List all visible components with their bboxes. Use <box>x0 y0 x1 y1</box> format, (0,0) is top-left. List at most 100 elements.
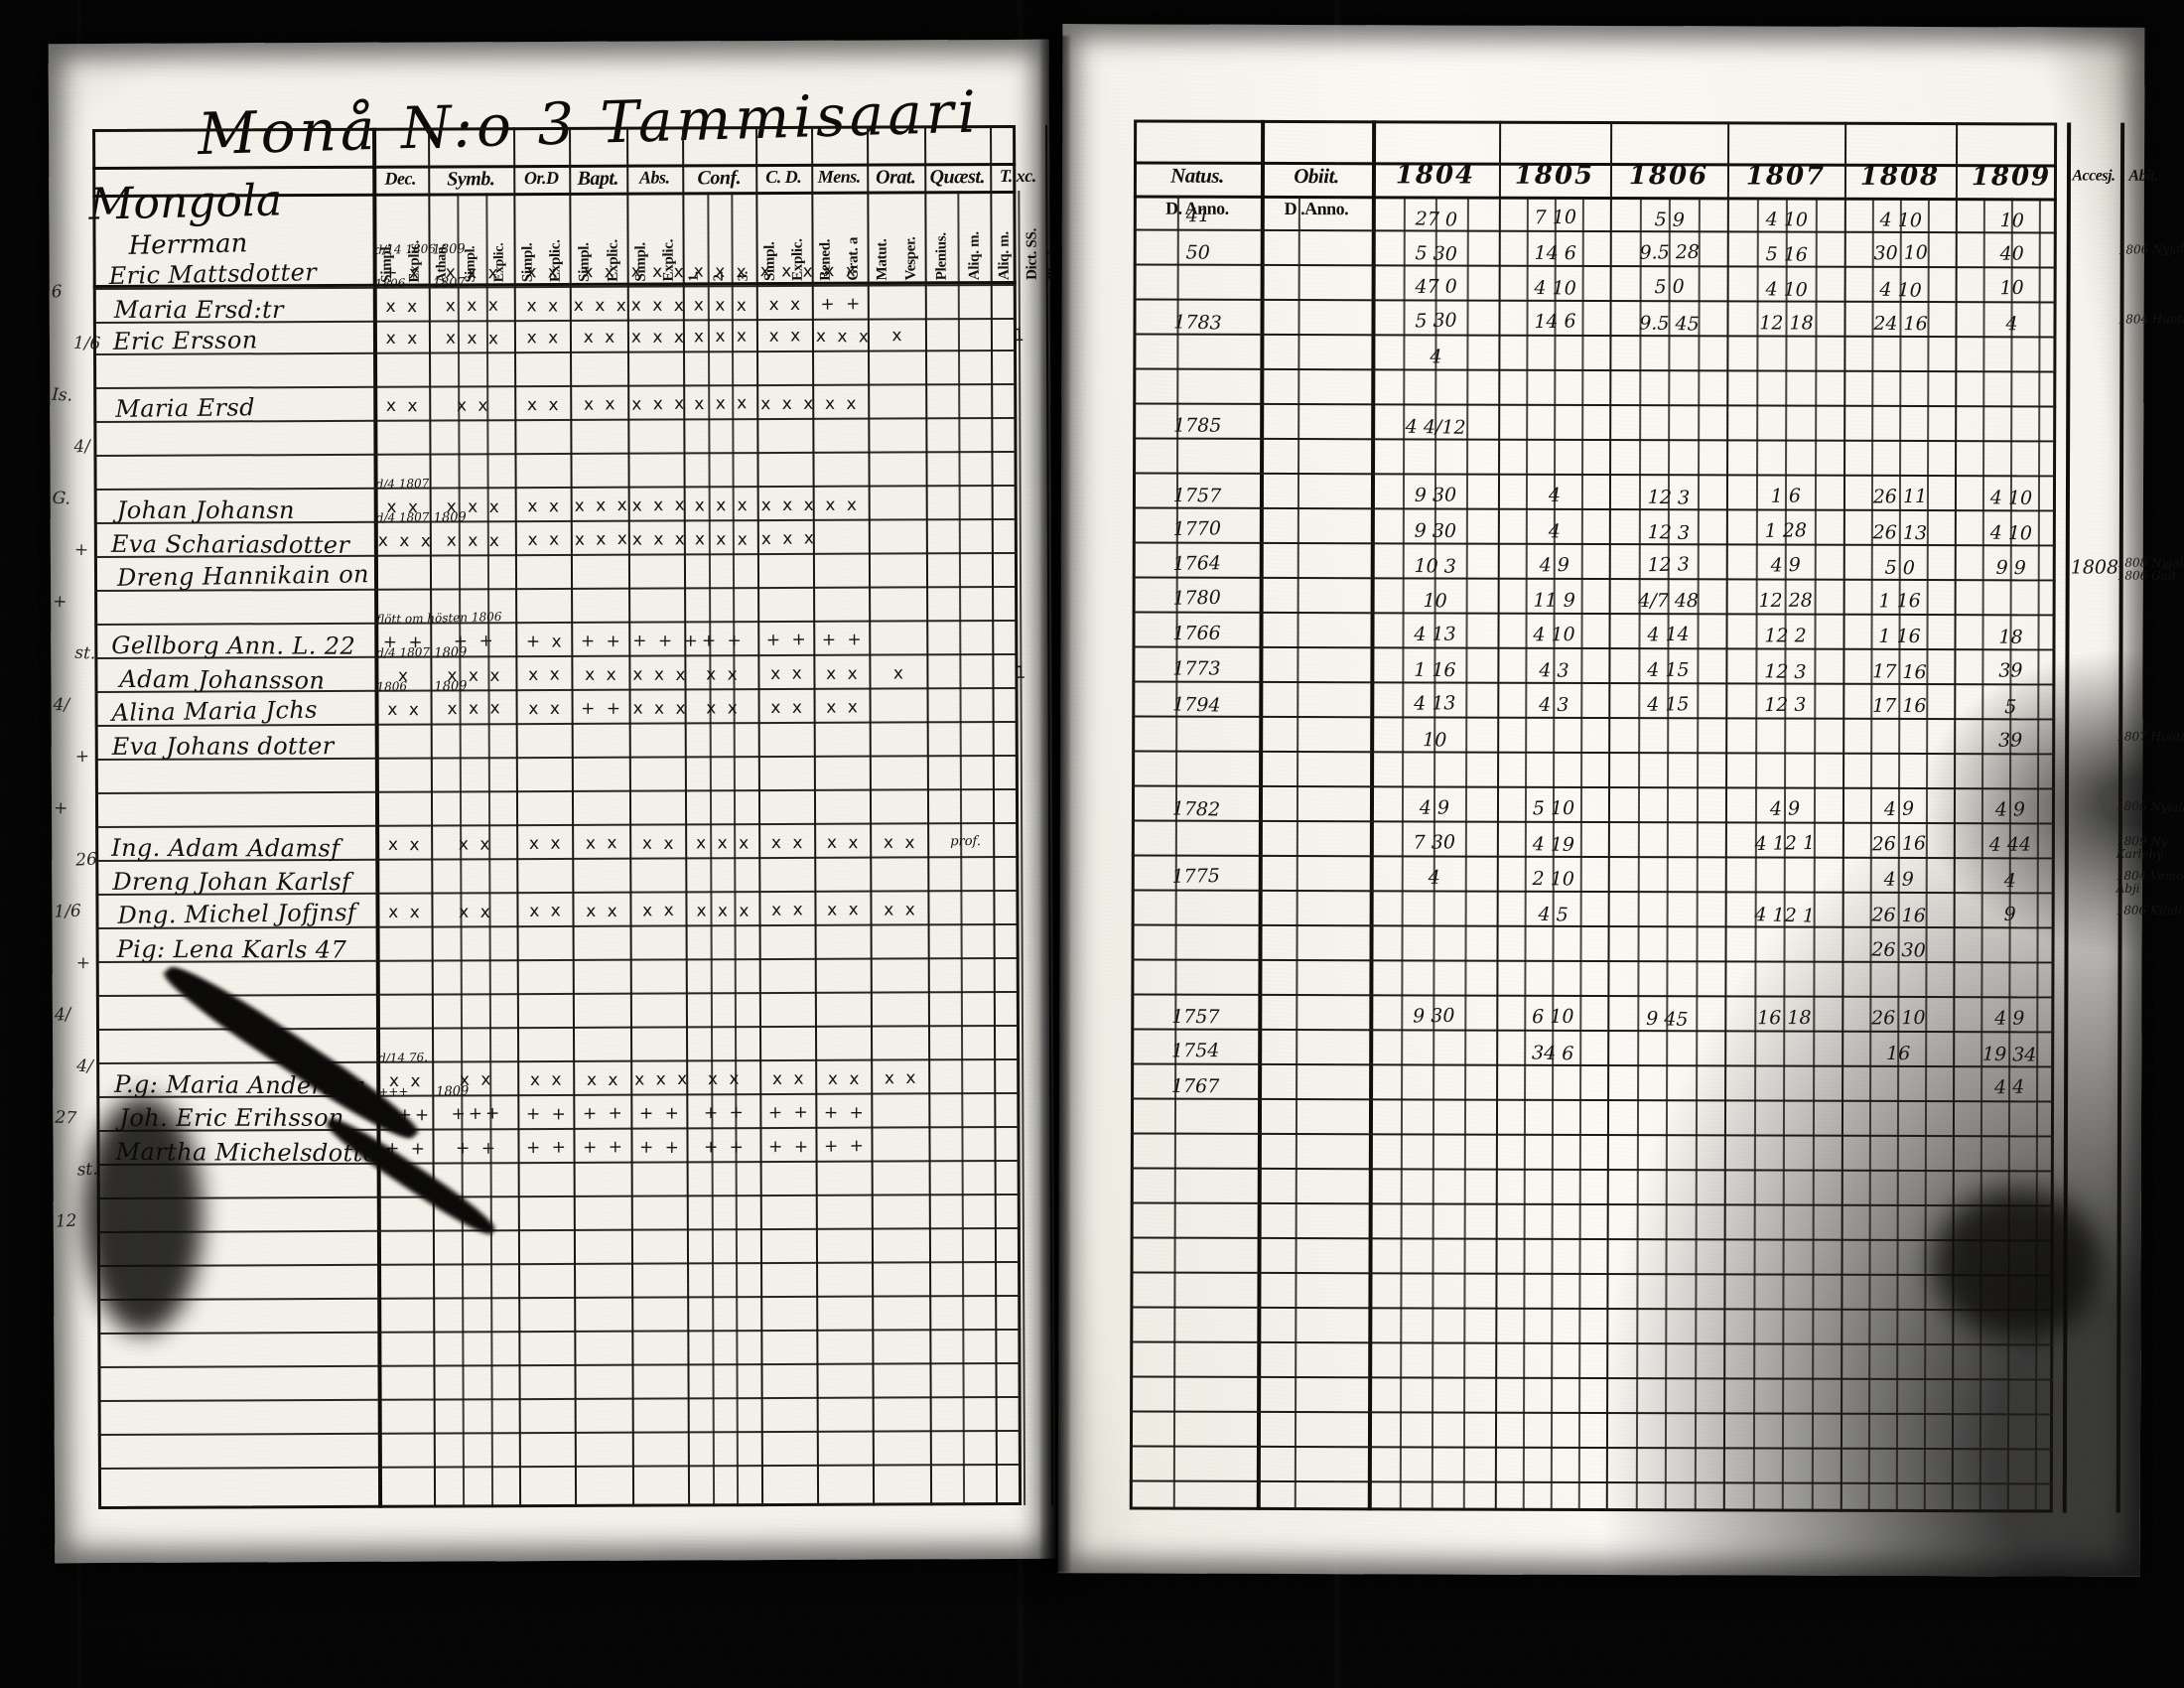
register-row-name: Adam Johansson <box>119 664 326 695</box>
register-cell-y1809: 4 4 <box>1993 1075 2025 1099</box>
attendance-mark: x x <box>583 262 618 283</box>
left-attendance-marks: + xx x xx xx xx x xx x xx x xx x+ xx xx … <box>49 40 1106 1159</box>
attendance-mark: x x <box>642 900 677 921</box>
attendance-mark: x x <box>586 1069 621 1091</box>
register-cell-y1805: 4 9 <box>1539 554 1570 577</box>
left-table-row-rules <box>49 40 1049 1471</box>
attendance-mark: x x x <box>446 496 502 518</box>
margin-annotation: + <box>73 539 89 561</box>
attendance-mark: x x x <box>693 261 750 283</box>
register-cell-y1805: 7 10 <box>1534 206 1577 229</box>
column-header-2: Or.D <box>523 167 559 189</box>
column-header-8: Orat. <box>876 166 916 189</box>
attendance-mark: x x <box>458 834 493 855</box>
column-header-7: Mens. <box>817 166 861 187</box>
right-column-subheaders: D. Anno. D .Anno. <box>1062 24 2144 219</box>
register-row-name: Dng. Michel Jofjnsf <box>117 898 357 929</box>
attendance-mark: x x <box>387 699 422 721</box>
right-column-header-6: 1808 <box>1859 161 1941 193</box>
attendance-mark: x x x <box>445 328 502 350</box>
register-cell-natus: 1782 <box>1171 797 1221 821</box>
register-cell-y1805: 5 10 <box>1532 797 1575 820</box>
row-note-primary: d/14 76. <box>377 1050 429 1065</box>
register-cell-y1804: 4 13 <box>1414 692 1456 715</box>
attendance-mark: x x x <box>445 295 501 317</box>
register-cell-y1807: 12 18 <box>1759 312 1814 335</box>
register-cell-y1808: 4 9 <box>1883 797 1915 821</box>
register-cell-y1805: 4 19 <box>1532 833 1575 856</box>
abit-annotation: 1806 Nyjala <box>2116 798 2184 815</box>
attendance-mark: x x <box>526 395 562 416</box>
register-cell-y1809: 9 9 <box>1995 556 2027 580</box>
column-header-4: Abs. <box>638 167 670 188</box>
attendance-mark: x x <box>386 496 422 518</box>
register-cell-y1804: 5 30 <box>1415 242 1458 266</box>
register-cell-natus: 1794 <box>1171 693 1221 717</box>
register-cell-y1804: 1 16 <box>1414 658 1456 682</box>
register-cell-y1807: 4 12 1 <box>1754 831 1816 855</box>
attendance-mark: x x x <box>760 528 817 550</box>
attendance-mark: x x <box>583 327 618 348</box>
register-cell-natus: 41 <box>1185 204 1211 227</box>
attendance-mark: x x <box>770 833 806 854</box>
register-cell-y1808: 4 10 <box>1879 209 1923 232</box>
attendance-mark: x x <box>459 1069 494 1091</box>
attendance-mark: x x x <box>694 495 751 516</box>
register-cell-y1806: 4/7 48 <box>1638 590 1700 613</box>
column-header-6: C. D. <box>765 166 802 188</box>
attendance-mark: + + <box>582 1103 625 1124</box>
attendance-mark: x x x <box>445 262 501 284</box>
register-cell-y1807: 12 28 <box>1758 589 1813 613</box>
attendance-mark: x x <box>706 664 741 685</box>
ink-blot-edge <box>82 1095 204 1336</box>
register-cell-natus: 1757 <box>1172 484 1222 507</box>
register-row-name: Dreng Johan Karlsf <box>112 867 351 897</box>
register-cell-y1807: 4 10 <box>1765 278 1809 302</box>
attendance-mark: x x <box>526 328 562 349</box>
attendance-mark: + + <box>703 1102 747 1124</box>
register-cell-y1807: 16 18 <box>1757 1006 1812 1030</box>
register-cell-y1804: 9 30 <box>1412 1004 1455 1028</box>
register-cell-y1808: 26 11 <box>1872 485 1928 508</box>
right-column-header-8: Accesj. <box>2072 167 2116 185</box>
column-subheader-10-0: Dict. SS. <box>1024 227 1040 280</box>
attendance-mark: x x x <box>696 901 752 921</box>
register-cell-y1809: 19 34 <box>1981 1043 2037 1066</box>
register-cell-y1809: 40 <box>1999 242 2024 265</box>
attendance-mark: x x <box>825 494 860 515</box>
attendance-mark: x x <box>706 698 741 719</box>
attendance-mark: x x x <box>815 326 873 348</box>
register-cell-y1804: 4 <box>1428 866 1440 889</box>
attendance-mark: x x x <box>573 295 629 317</box>
register-cell-y1805: 4 3 <box>1539 659 1570 682</box>
register-cell-y1809: 4 44 <box>1988 833 2032 856</box>
register-cell-natus: 1783 <box>1173 311 1222 335</box>
attendance-mark: + + <box>638 1137 683 1159</box>
column-header-9: Quæst. <box>929 166 985 189</box>
abit-annotation: 1804 Vemo B. Abji <box>2116 868 2184 896</box>
row-note-primary: d/14 1806 <box>374 241 437 257</box>
attendance-mark: x x <box>586 901 620 922</box>
attendance-mark: x x <box>526 262 562 283</box>
margin-annotation: 26 <box>74 849 98 871</box>
attendance-mark: x x <box>585 833 620 854</box>
register-cell-natus: 1754 <box>1170 1040 1220 1062</box>
register-cell-y1808: 5 0 <box>1884 556 1916 580</box>
attendance-mark: + + <box>704 1137 748 1158</box>
register-cell-y1807: 4 9 <box>1770 553 1802 577</box>
register-cell-y1804: 47 0 <box>1415 275 1457 298</box>
attendance-mark: x x x <box>632 664 689 686</box>
register-row-name: Johan Johansn <box>116 495 295 524</box>
attendance-mark: x x <box>583 394 618 415</box>
register-cell-y1808: 30 10 <box>1873 241 1929 265</box>
register-cell-y1805: 6 10 <box>1532 1005 1574 1029</box>
register-cell-y1808: 1 16 <box>1878 590 1921 613</box>
register-cell-accesj: 1808 <box>2070 556 2119 579</box>
attendance-mark: + + <box>581 698 624 719</box>
register-cell-y1806: 9 45 <box>1645 1007 1689 1031</box>
attendance-mark: x x <box>387 834 423 856</box>
attendance-mark: + + <box>382 632 426 653</box>
margin-annotation: + <box>75 952 91 974</box>
register-cell-y1808: 4 10 <box>1879 278 1923 302</box>
